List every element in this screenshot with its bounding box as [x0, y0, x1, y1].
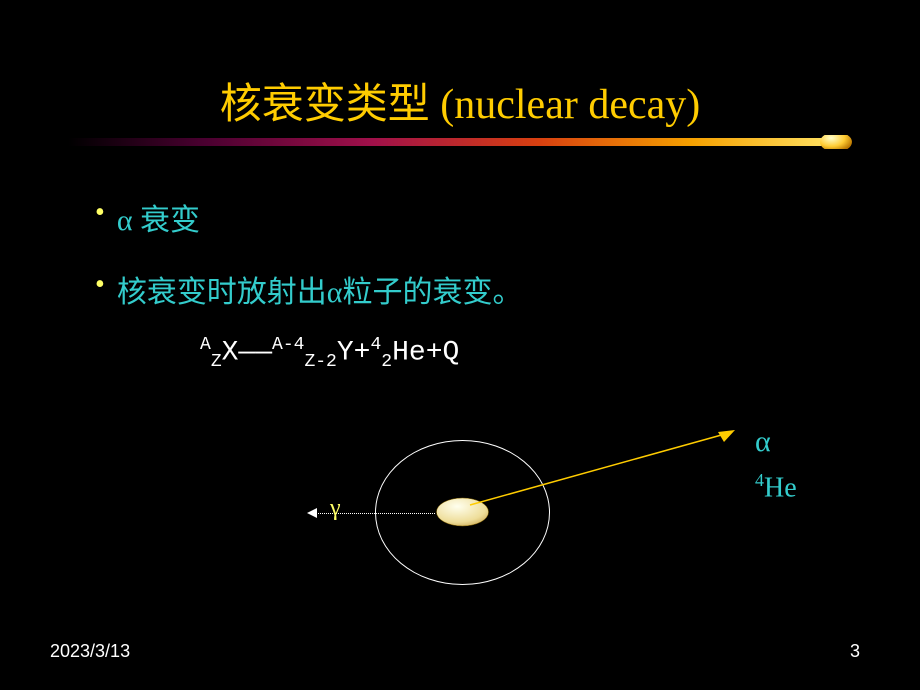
title-underline-bar	[68, 135, 853, 149]
decay-equation: AZX——A-4Z-2Y+42He+Q	[200, 335, 459, 372]
alpha-particle-label: α	[755, 425, 771, 459]
gamma-label: γ	[330, 495, 341, 522]
footer-page-number: 3	[850, 641, 860, 662]
bullet-list: • α 衰变 • 核衰变时放射出α粒子的衰变。	[95, 195, 523, 339]
alpha-arrow	[460, 420, 740, 510]
decay-diagram: γ	[320, 420, 600, 590]
footer-date: 2023/3/13	[50, 641, 130, 662]
bullet-text: α 衰变	[117, 195, 200, 239]
helium-label: 4He	[755, 470, 797, 504]
slide-title: 核衰变类型 (nuclear decay)	[80, 70, 840, 131]
gamma-arrowhead-icon	[307, 508, 317, 518]
bullet-marker-icon: •	[95, 195, 105, 231]
bullet-marker-icon: •	[95, 267, 105, 303]
bullet-text: 核衰变时放射出α粒子的衰变。	[117, 267, 523, 311]
bullet-item: • α 衰变	[95, 195, 523, 239]
bullet-item: • 核衰变时放射出α粒子的衰变。	[95, 267, 523, 311]
